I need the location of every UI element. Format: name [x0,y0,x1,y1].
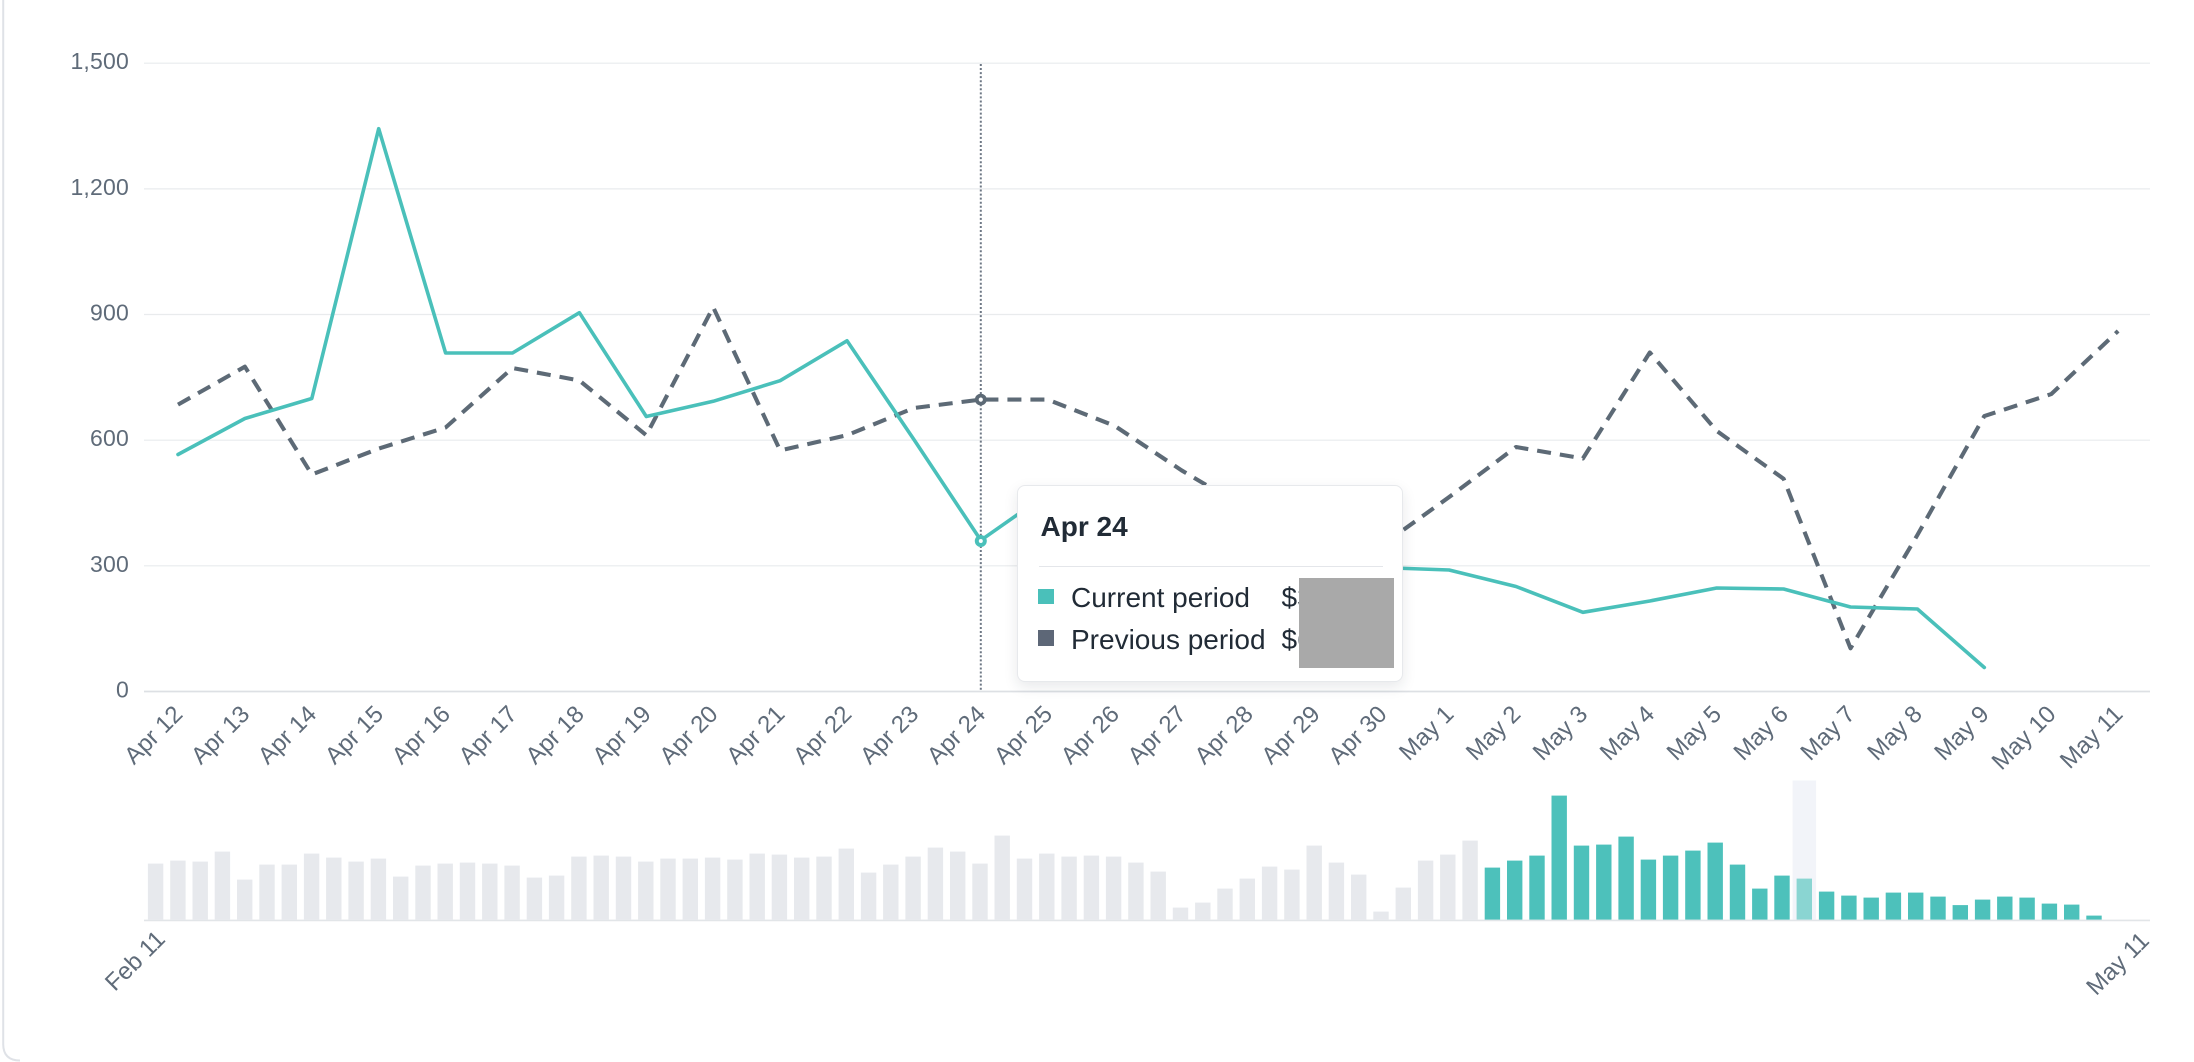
svg-text:Apr 27: Apr 27 [1123,701,1192,770]
svg-text:Apr 18: Apr 18 [521,701,590,770]
svg-text:1,200: 1,200 [70,174,129,200]
svg-text:May 4: May 4 [1595,701,1660,766]
svg-text:900: 900 [90,300,129,326]
svg-text:0: 0 [116,677,129,703]
svg-text:Apr 24: Apr 24 [922,701,991,770]
svg-text:Apr 22: Apr 22 [788,701,857,770]
svg-text:300: 300 [90,551,129,577]
svg-text:Apr 13: Apr 13 [186,701,255,770]
svg-text:Apr 21: Apr 21 [721,701,790,770]
svg-text:May 11: May 11 [2081,927,2154,1000]
svg-text:Apr 17: Apr 17 [454,701,523,770]
svg-text:Apr 20: Apr 20 [654,701,723,770]
svg-text:May 2: May 2 [1461,701,1526,766]
svg-text:1,500: 1,500 [70,48,129,74]
svg-text:Apr 23: Apr 23 [855,701,924,770]
svg-text:May 6: May 6 [1729,701,1794,766]
svg-text:600: 600 [90,425,129,451]
svg-text:Apr 12: Apr 12 [119,701,188,770]
svg-text:May 11: May 11 [2055,701,2128,774]
svg-text:Apr 29: Apr 29 [1256,701,1325,770]
svg-text:May 7: May 7 [1795,701,1860,766]
svg-text:Apr 26: Apr 26 [1056,701,1125,770]
svg-text:Apr 19: Apr 19 [587,701,656,770]
svg-text:Apr 15: Apr 15 [320,701,389,770]
svg-text:May 5: May 5 [1662,701,1727,766]
svg-text:Apr 16: Apr 16 [387,701,456,770]
svg-text:Apr 25: Apr 25 [989,701,1058,770]
svg-text:Apr 14: Apr 14 [253,701,322,770]
svg-text:Apr 28: Apr 28 [1190,701,1259,770]
svg-text:Feb 11: Feb 11 [100,926,171,997]
svg-text:May 10: May 10 [1987,701,2062,776]
svg-text:May 8: May 8 [1862,701,1927,766]
svg-text:May 9: May 9 [1929,701,1994,766]
svg-text:May 3: May 3 [1528,701,1593,766]
svg-text:May 1: May 1 [1394,701,1459,766]
svg-text:Apr 30: Apr 30 [1323,701,1392,770]
